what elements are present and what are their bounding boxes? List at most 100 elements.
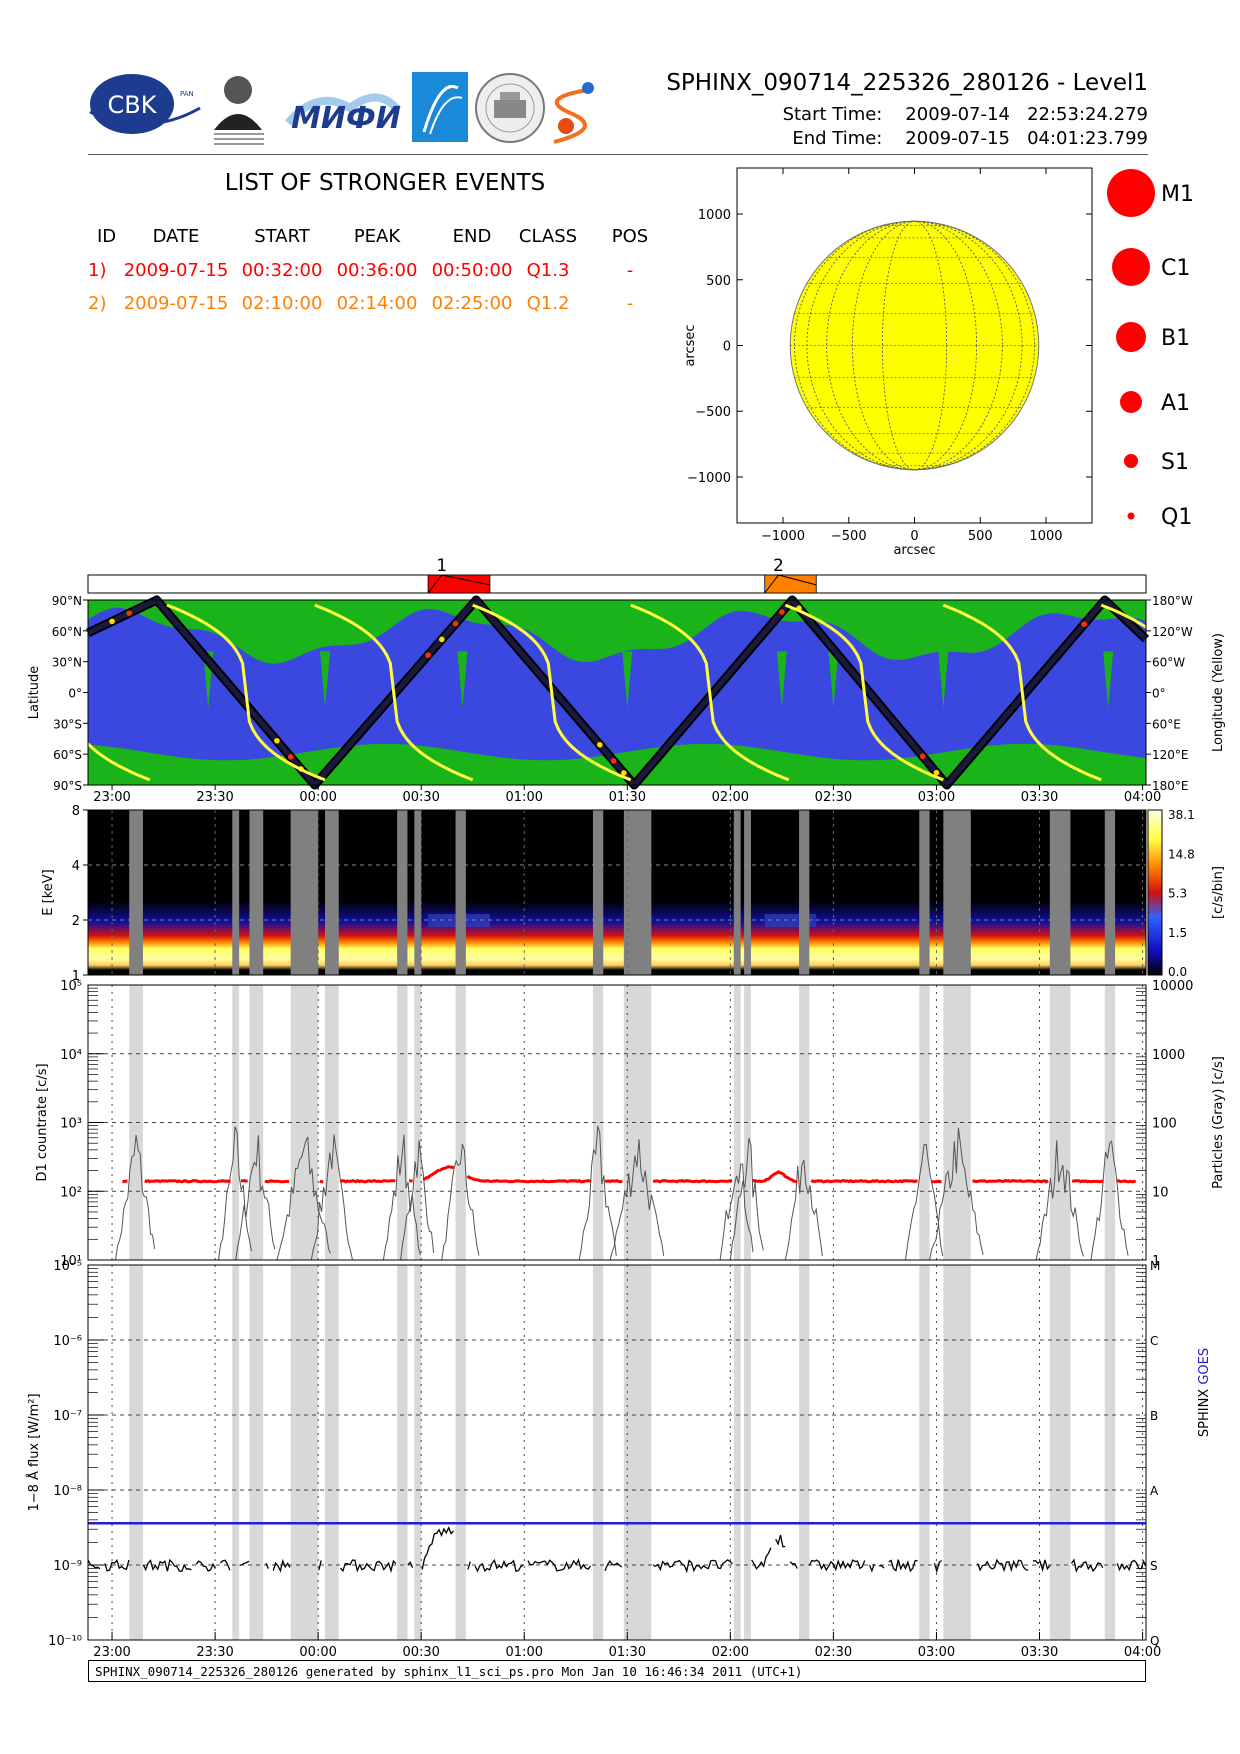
sphinx-legend-label: SPHINX (1197, 1385, 1212, 1437)
orbit-lat-label: 0° (68, 687, 82, 701)
events-header-start: START (254, 226, 310, 247)
flux-data-gap (799, 1265, 810, 1640)
particles-series (382, 1134, 421, 1261)
orbit-track-intensity (452, 620, 459, 627)
spectrogram-data-gap (129, 810, 143, 975)
flux-y2-axis-label: SPHINX GOES (1197, 1348, 1212, 1437)
sphinx-flux-series (808, 1559, 866, 1572)
colorbar-label: [c/s/bin] (1211, 866, 1226, 919)
d1-countrate-series (466, 1174, 592, 1184)
sphinx-flux-series (789, 1561, 798, 1569)
disk-x-tick-label: 500 (968, 529, 993, 544)
flux-time-label: 23:00 (93, 1645, 130, 1660)
goes-class-label: S (1150, 1559, 1158, 1573)
orbit-region-spike (828, 651, 839, 708)
orbit-track-intensity (919, 753, 926, 760)
orbit-lat-label: 30°S (53, 717, 82, 731)
sphinx-flux-series (239, 1560, 250, 1566)
time-series-panels: 1 2 90°N 60°N 30°N 0° 30°S 60°S 90°S 180°W 120°W 60… (26, 556, 1226, 1660)
timeline-event-1-profile (427, 574, 491, 594)
spectrogram-data-gap (623, 810, 652, 975)
sun-longitude-line (851, 220, 978, 471)
orbit-time-label: 02:30 (815, 790, 852, 805)
orbit-track-intensity (621, 770, 627, 776)
flux-data-gap (129, 1265, 143, 1640)
goes-class-label: C (1150, 1334, 1158, 1348)
timeline-event-label-1: 1 (436, 556, 447, 576)
start-time-value: 2009-07-14 22:53:24.279 (905, 104, 1148, 125)
events-header-peak: PEAK (353, 226, 401, 247)
particles-series (310, 1134, 353, 1261)
d1-countrate-series (810, 1178, 918, 1184)
orbit-time-label: 23:30 (196, 790, 233, 805)
spectrogram-image (88, 810, 1146, 975)
event-1-start: 00:32:00 (241, 260, 323, 281)
flux-time-label: 02:00 (712, 1645, 749, 1660)
flux-data-gap (1049, 1265, 1071, 1640)
solar-disk-plot: −1000 −1000 −500 −500 0 0 500 500 1000 1000 arcsec… (683, 167, 1093, 558)
spectrogram-data-gap (455, 810, 466, 975)
sphinx-flux-series (879, 1564, 885, 1569)
orbit-time-label: 03:30 (1021, 790, 1058, 805)
goes-class-label: M (1150, 1259, 1160, 1273)
events-header-end: END (452, 226, 492, 247)
flux-y-tick-label: 10⁻⁹ (53, 1559, 82, 1574)
colorbar (1147, 809, 1163, 976)
orbit-time-label: 03:00 (918, 790, 955, 805)
flux-data-gap (455, 1265, 466, 1640)
spectrogram-data-gap (232, 810, 240, 975)
longitude-curve (166, 603, 326, 782)
countrate-data-gap (623, 985, 652, 1260)
flux-data-gap (1104, 1265, 1116, 1640)
sphinx-flux-series (775, 1534, 786, 1548)
d1-countrate-series (752, 1170, 798, 1184)
countrate-y-axis-label: D1 countrate [c/s] (35, 1063, 50, 1181)
colorbar-tick-label: 5.3 (1168, 887, 1187, 901)
particles-series (235, 1135, 276, 1261)
sphinx-flux-series (87, 1559, 101, 1570)
event-1-cls: Q1.3 (526, 260, 570, 281)
d1-countrate-series (1116, 1179, 1137, 1184)
spectrogram-y-tick-label: 1 (72, 969, 80, 984)
spectrogram-data-gap (943, 810, 971, 975)
flux-time-label: 04:00 (1124, 1645, 1161, 1660)
flux-time-label: 00:30 (402, 1645, 439, 1660)
flux-data-gap (733, 1265, 741, 1640)
start-time-label: Start Time: (782, 104, 883, 125)
cbk-pan-logo: CBK PAN (89, 74, 201, 134)
flux-time-label: 00:00 (299, 1645, 336, 1660)
countrate-y-tick-label: 10³ (60, 1117, 82, 1132)
particles-y-tick-label: 10 (1152, 1185, 1169, 1200)
spectrogram-data-gap (325, 810, 339, 975)
spectrogram-data-gap (592, 810, 604, 975)
orbit-time-label: 00:30 (402, 790, 439, 805)
countrate-data-gap (1104, 985, 1116, 1260)
blue-arrow-logo (412, 72, 468, 142)
flux-data-gap (414, 1265, 422, 1640)
disk-y-axis-label: arcsec (683, 324, 698, 366)
orbit-lon-label: 60°E (1152, 717, 1181, 731)
sphinx-flux-series (318, 1560, 322, 1571)
sphinx-flux-series (421, 1526, 454, 1570)
sphinx-flux-series (604, 1559, 623, 1572)
event-2-pos: - (626, 293, 634, 314)
event-2-end: 02:25:00 (431, 293, 513, 314)
file-title: SPHINX_090714_225326_280126 - Level1 (666, 70, 1148, 96)
particles-series (218, 1126, 252, 1261)
flux-data-gap (397, 1265, 408, 1640)
sphinx-flux-series (195, 1560, 216, 1572)
spectrogram-data-gap (249, 810, 264, 975)
orbit-track-intensity (597, 741, 603, 748)
particles-y-tick-label: 100 (1152, 1117, 1177, 1132)
flux-data-gap (249, 1265, 264, 1640)
countrate-data-gap (592, 985, 604, 1260)
d1-countrate-series (264, 1179, 290, 1184)
event-2-date: 2009-07-15 (123, 293, 229, 314)
timeline-event-label-2: 2 (773, 556, 784, 576)
legend-label-m1: M1 (1161, 182, 1194, 207)
orbit-lon-label: 120°W (1152, 625, 1193, 639)
flux-data-gap (325, 1265, 339, 1640)
event-timeline-bar (87, 574, 1147, 594)
flux-y-axis-label: 1−8 Å flux [W/m²] (26, 1393, 42, 1511)
orbit-region-spike (776, 651, 787, 708)
